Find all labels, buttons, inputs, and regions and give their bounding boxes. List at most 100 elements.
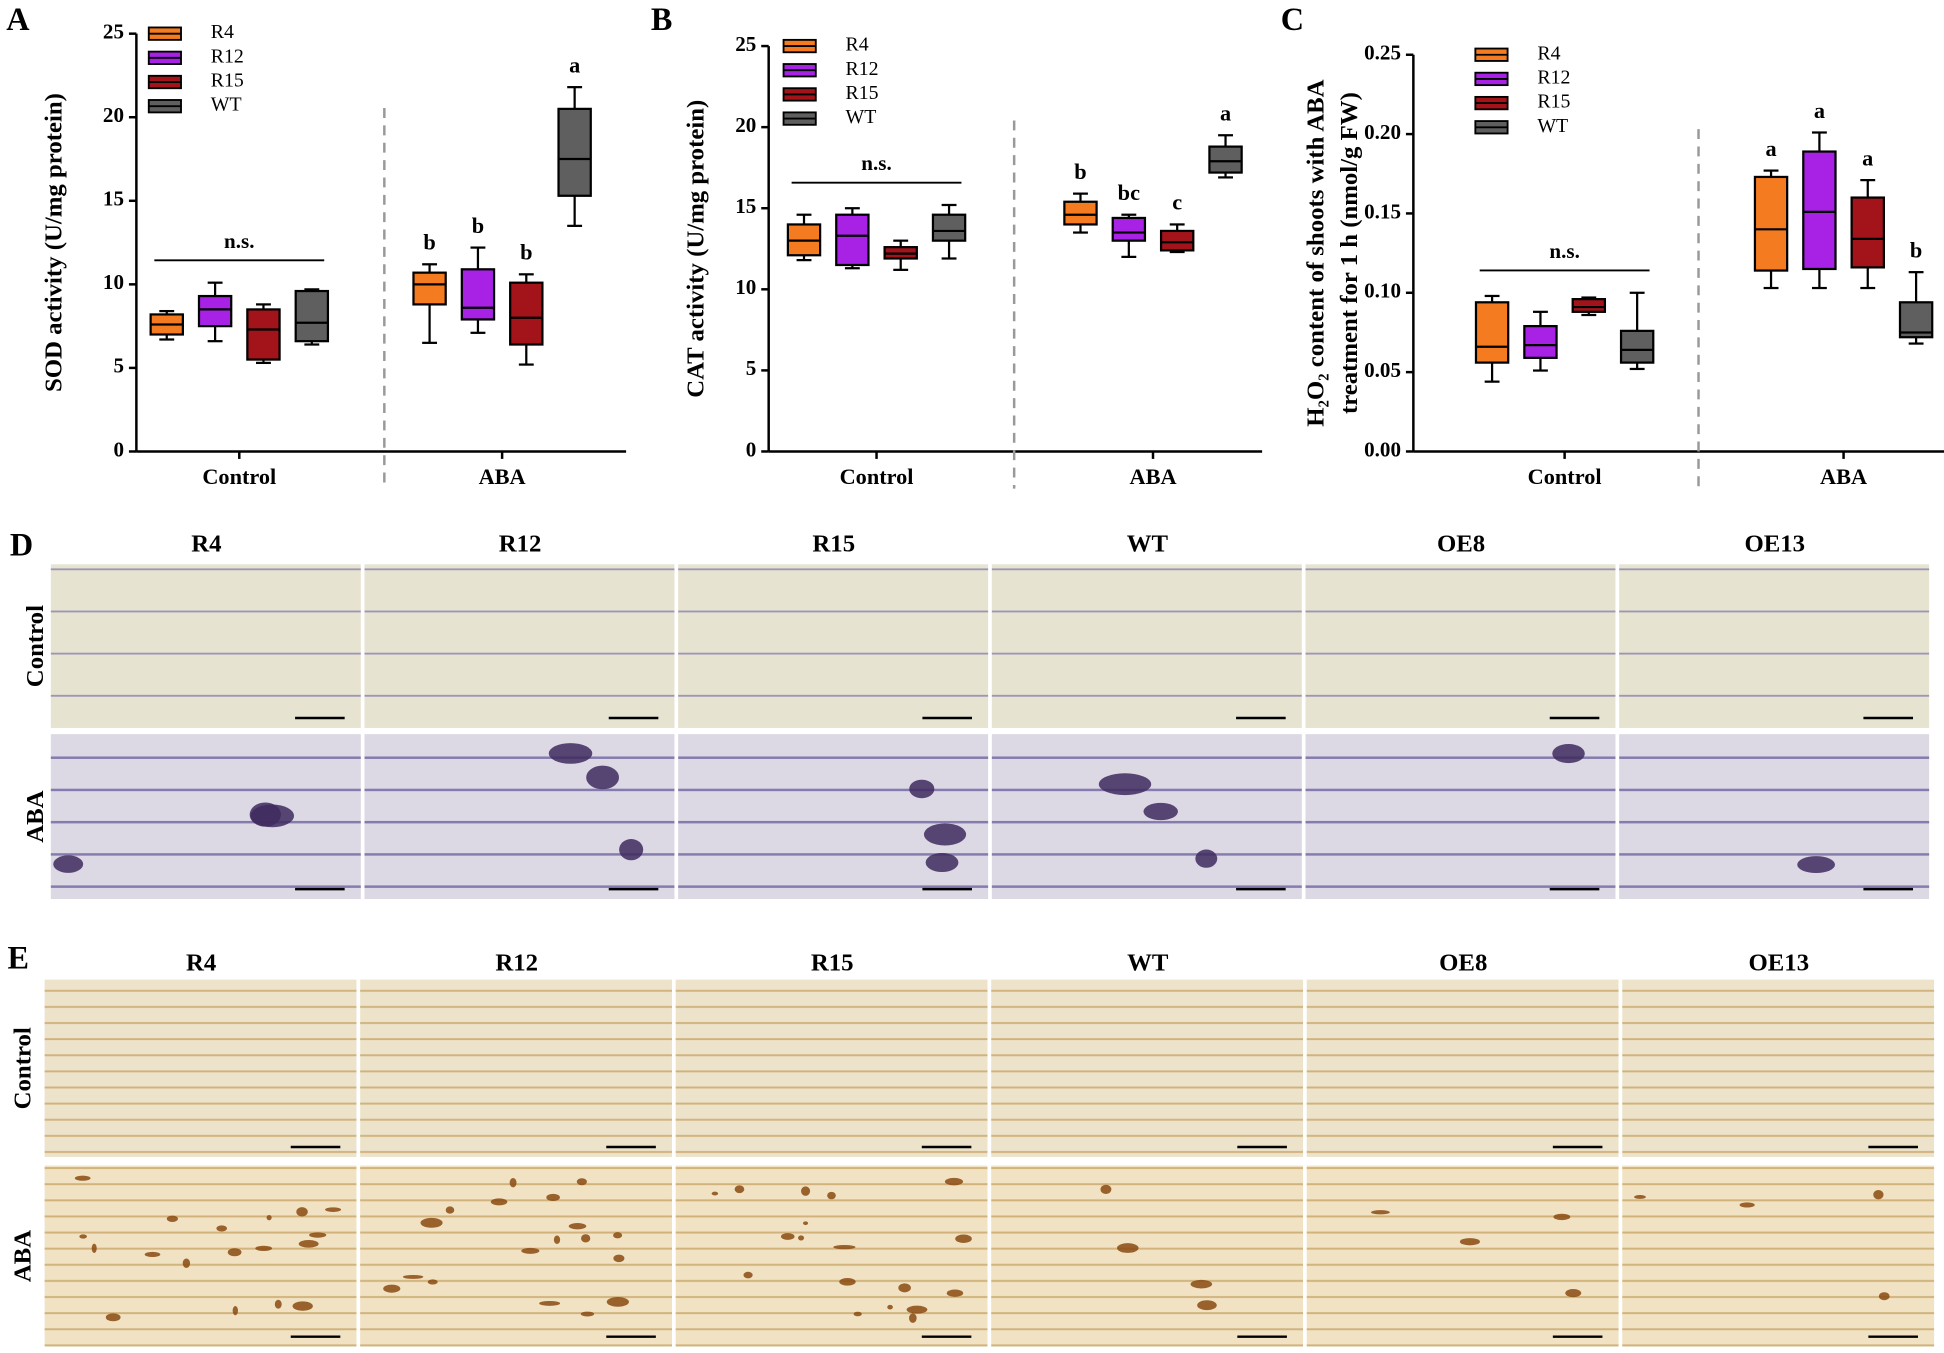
stain-spot <box>1190 1279 1213 1289</box>
stain-spot <box>182 1258 191 1268</box>
photo-texture <box>1619 564 1930 728</box>
box <box>1523 324 1558 359</box>
stain-spot <box>853 1311 862 1317</box>
panel-label: B <box>651 1 672 37</box>
photo-texture <box>678 734 989 900</box>
stain-spot <box>1195 849 1218 868</box>
box <box>1159 229 1195 252</box>
stain-spot <box>1100 1184 1112 1194</box>
stain-spot <box>839 1277 856 1286</box>
stain-spot <box>923 823 967 846</box>
annotation: n.s. <box>224 229 254 253</box>
box <box>931 213 967 242</box>
legend-label: WT <box>846 106 877 128</box>
stain-spot <box>925 853 959 873</box>
box <box>412 271 447 306</box>
stain-spot <box>801 1186 811 1196</box>
stain-spot <box>944 1177 964 1186</box>
box <box>835 213 870 267</box>
stain-spot <box>1797 856 1835 874</box>
box <box>1208 145 1243 174</box>
stain-spot <box>568 1223 587 1230</box>
stain-spot <box>1371 1210 1390 1215</box>
stain-spot <box>711 1191 719 1196</box>
stain-spot <box>606 1297 629 1307</box>
y-axis-label: CAT activity (U/mg protein) <box>683 100 710 398</box>
stain-spot <box>509 1177 517 1188</box>
stain-spot <box>548 743 593 764</box>
y-axis-label: treatment for 1 h (nmol/g FW) <box>1336 92 1363 414</box>
column-label: R12 <box>499 530 542 557</box>
stain-spot <box>250 804 295 828</box>
row-label: ABA <box>9 1230 36 1282</box>
y-tick-label: 0 <box>746 437 757 461</box>
significance-letter: b <box>520 240 532 265</box>
panel-label: A <box>6 1 30 37</box>
photo-texture <box>1305 564 1616 728</box>
stain-spot <box>266 1214 272 1221</box>
box <box>509 281 544 346</box>
photo-texture <box>1622 979 1935 1157</box>
legend-label: R15 <box>1537 91 1570 113</box>
legend-label: R4 <box>211 21 234 43</box>
significance-letter: b <box>472 213 484 238</box>
panel-label: D <box>10 527 33 563</box>
stain-spot <box>576 1178 587 1186</box>
stain-spot <box>105 1313 121 1322</box>
photo-texture <box>1306 979 1619 1157</box>
column-label: OE8 <box>1437 530 1485 557</box>
annotation: n.s. <box>861 151 891 175</box>
stain-spot <box>296 1207 308 1217</box>
y-tick-label: 0.15 <box>1364 199 1401 223</box>
stain-spot <box>490 1198 508 1206</box>
box <box>1571 298 1607 313</box>
column-label: R4 <box>191 530 221 557</box>
stain-spot <box>79 1234 87 1239</box>
stain-spot <box>274 1299 282 1309</box>
box <box>294 289 330 343</box>
stain-spot <box>613 1254 625 1263</box>
stain-spot <box>383 1284 401 1293</box>
stain-spot <box>887 1304 893 1310</box>
stain-spot <box>827 1191 836 1200</box>
stain-spot <box>898 1283 911 1293</box>
box <box>1753 175 1789 272</box>
stain-spot <box>216 1225 228 1232</box>
y-tick-label: 10 <box>103 270 124 294</box>
stain-spot <box>833 1245 856 1250</box>
panel-label: E <box>7 939 29 975</box>
legend-label: R4 <box>1537 42 1560 64</box>
stain-spot <box>539 1300 561 1306</box>
stain-spot <box>619 839 644 861</box>
y-tick-label: 0.05 <box>1364 358 1401 382</box>
stain-spot <box>580 1311 595 1317</box>
y-tick-label: 0.25 <box>1364 41 1401 65</box>
significance-letter: a <box>569 52 580 77</box>
significance-letter: a <box>1814 98 1825 123</box>
stain-spot <box>1552 743 1585 764</box>
row-label: Control <box>9 1027 36 1109</box>
stain-spot <box>1565 1289 1582 1298</box>
box <box>197 294 233 328</box>
stain-spot <box>743 1271 753 1279</box>
photo-texture <box>360 979 672 1157</box>
photo-texture <box>364 564 675 728</box>
stain-spot <box>232 1305 238 1316</box>
photo-texture <box>991 979 1304 1157</box>
panel-label: C <box>1281 1 1304 37</box>
stain-spot <box>1553 1213 1571 1221</box>
stain-spot <box>1143 802 1178 821</box>
x-tick-label: ABA <box>1820 464 1867 489</box>
y-tick-label: 0.10 <box>1364 279 1401 303</box>
y-tick-label: 5 <box>746 356 757 380</box>
stain-spot <box>325 1207 342 1212</box>
stain-spot <box>546 1193 560 1202</box>
significance-letter: b <box>1910 237 1922 262</box>
row-label: Control <box>22 605 49 687</box>
stain-spot <box>166 1215 179 1222</box>
stain-spot <box>1197 1300 1217 1311</box>
column-label: R15 <box>811 949 854 976</box>
stain-spot <box>1873 1189 1884 1200</box>
stain-spot <box>298 1240 319 1248</box>
y-axis-label: H₂O₂ content of shoots with ABA <box>1303 79 1330 426</box>
